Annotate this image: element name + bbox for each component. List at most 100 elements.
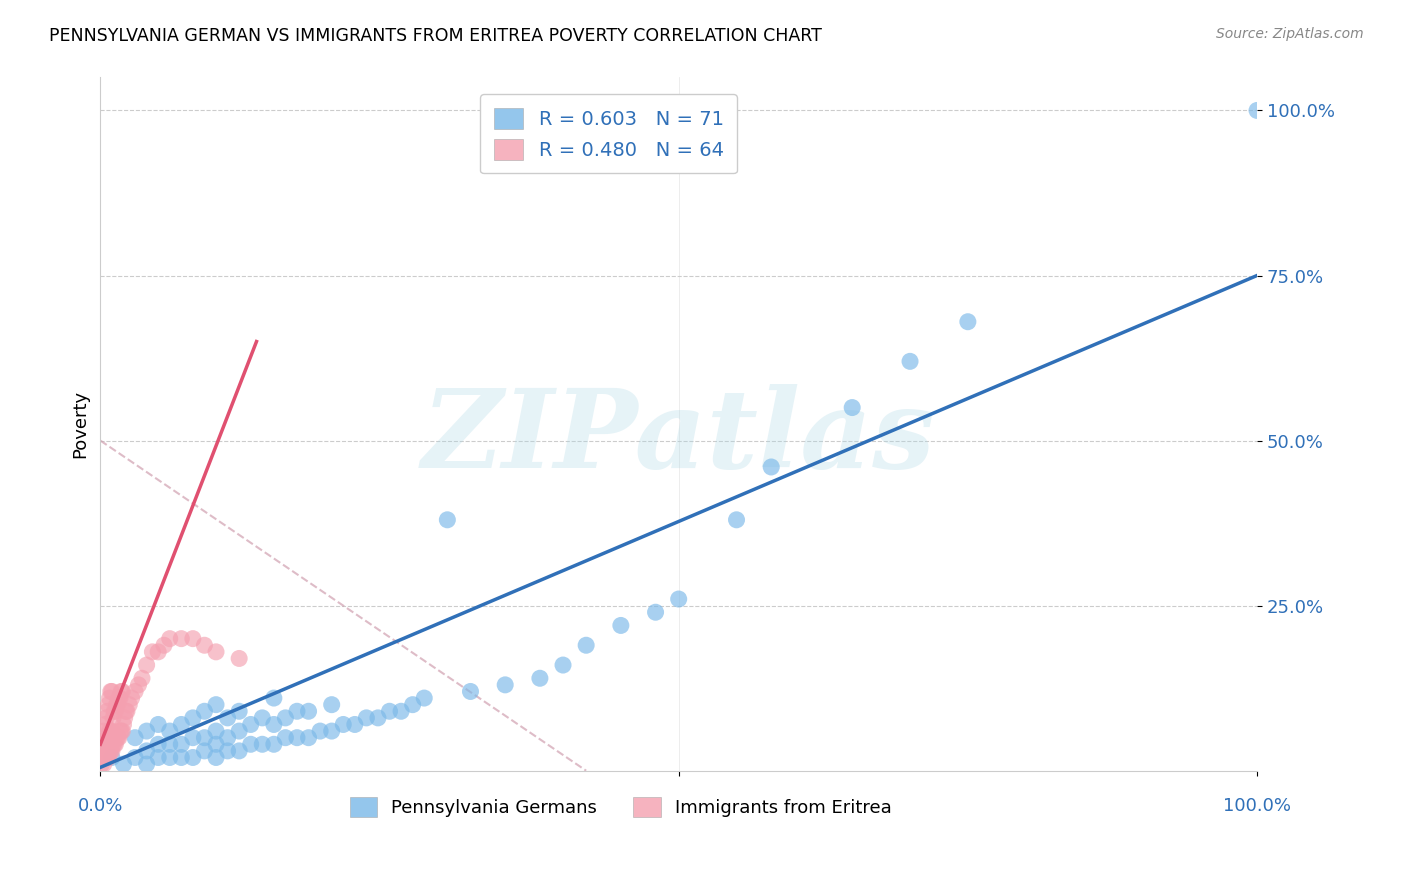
Point — [98, 724, 121, 739]
Point — [263, 737, 285, 751]
Point — [389, 704, 412, 718]
Point — [217, 731, 239, 745]
Point — [274, 731, 297, 745]
Point — [96, 750, 118, 764]
Point — [159, 750, 181, 764]
Point — [228, 724, 250, 739]
Point — [108, 724, 131, 739]
Point — [668, 592, 690, 607]
Point — [101, 724, 124, 739]
Point — [118, 698, 141, 712]
Point — [205, 645, 228, 659]
Point — [193, 744, 215, 758]
Point — [575, 638, 598, 652]
Point — [148, 737, 170, 751]
Point — [148, 750, 170, 764]
Point — [898, 354, 921, 368]
Point — [367, 711, 389, 725]
Point — [181, 711, 204, 725]
Point — [90, 757, 112, 772]
Point — [131, 671, 153, 685]
Point — [94, 711, 117, 725]
Point — [135, 724, 157, 739]
Point — [725, 513, 748, 527]
Point — [181, 731, 204, 745]
Point — [321, 698, 343, 712]
Point — [124, 750, 146, 764]
Point — [124, 731, 146, 745]
Point — [101, 744, 124, 758]
Point — [551, 658, 574, 673]
Point — [263, 691, 285, 706]
Point — [111, 684, 134, 698]
Point — [135, 757, 157, 772]
Point — [170, 737, 193, 751]
Point — [413, 691, 436, 706]
Point — [460, 684, 482, 698]
Text: ZIPatlas: ZIPatlas — [422, 384, 935, 491]
Point — [94, 750, 117, 764]
Point — [107, 698, 129, 712]
Point — [108, 691, 131, 706]
Point — [101, 750, 124, 764]
Point — [159, 632, 181, 646]
Point — [228, 704, 250, 718]
Point — [170, 750, 193, 764]
Point — [436, 513, 458, 527]
Point — [170, 632, 193, 646]
Point — [644, 605, 666, 619]
Point — [378, 704, 401, 718]
Point — [228, 744, 250, 758]
Point — [101, 684, 124, 698]
Point — [101, 711, 124, 725]
Point — [107, 731, 129, 745]
Point — [252, 737, 274, 751]
Point — [108, 691, 131, 706]
Point — [252, 711, 274, 725]
Point — [96, 704, 118, 718]
Point — [228, 651, 250, 665]
Point — [103, 704, 125, 718]
Point — [94, 717, 117, 731]
Point — [170, 717, 193, 731]
Point — [274, 711, 297, 725]
Point — [128, 678, 150, 692]
Point — [217, 744, 239, 758]
Point — [96, 731, 118, 745]
Point — [217, 711, 239, 725]
Text: 100.0%: 100.0% — [1223, 797, 1291, 815]
Text: PENNSYLVANIA GERMAN VS IMMIGRANTS FROM ERITREA POVERTY CORRELATION CHART: PENNSYLVANIA GERMAN VS IMMIGRANTS FROM E… — [49, 27, 823, 45]
Point — [205, 737, 228, 751]
Point — [159, 724, 181, 739]
Point — [263, 717, 285, 731]
Point — [110, 684, 132, 698]
Point — [115, 704, 138, 718]
Point — [104, 737, 127, 751]
Point — [97, 698, 120, 712]
Point — [761, 460, 783, 475]
Point — [285, 731, 308, 745]
Point — [297, 704, 319, 718]
Point — [321, 724, 343, 739]
Point — [285, 704, 308, 718]
Text: 0.0%: 0.0% — [77, 797, 124, 815]
Point — [205, 750, 228, 764]
Point — [97, 731, 120, 745]
Point — [401, 698, 423, 712]
Point — [159, 737, 181, 751]
Point — [111, 724, 134, 739]
Point — [529, 671, 551, 685]
Point — [332, 717, 354, 731]
Point — [193, 704, 215, 718]
Point — [121, 691, 143, 706]
Point — [114, 704, 136, 718]
Point — [98, 691, 121, 706]
Point — [841, 401, 863, 415]
Point — [100, 744, 122, 758]
Point — [148, 717, 170, 731]
Legend: Pennsylvania Germans, Immigrants from Eritrea: Pennsylvania Germans, Immigrants from Er… — [343, 789, 898, 824]
Point — [98, 744, 121, 758]
Point — [193, 638, 215, 652]
Point — [181, 632, 204, 646]
Point — [108, 731, 131, 745]
